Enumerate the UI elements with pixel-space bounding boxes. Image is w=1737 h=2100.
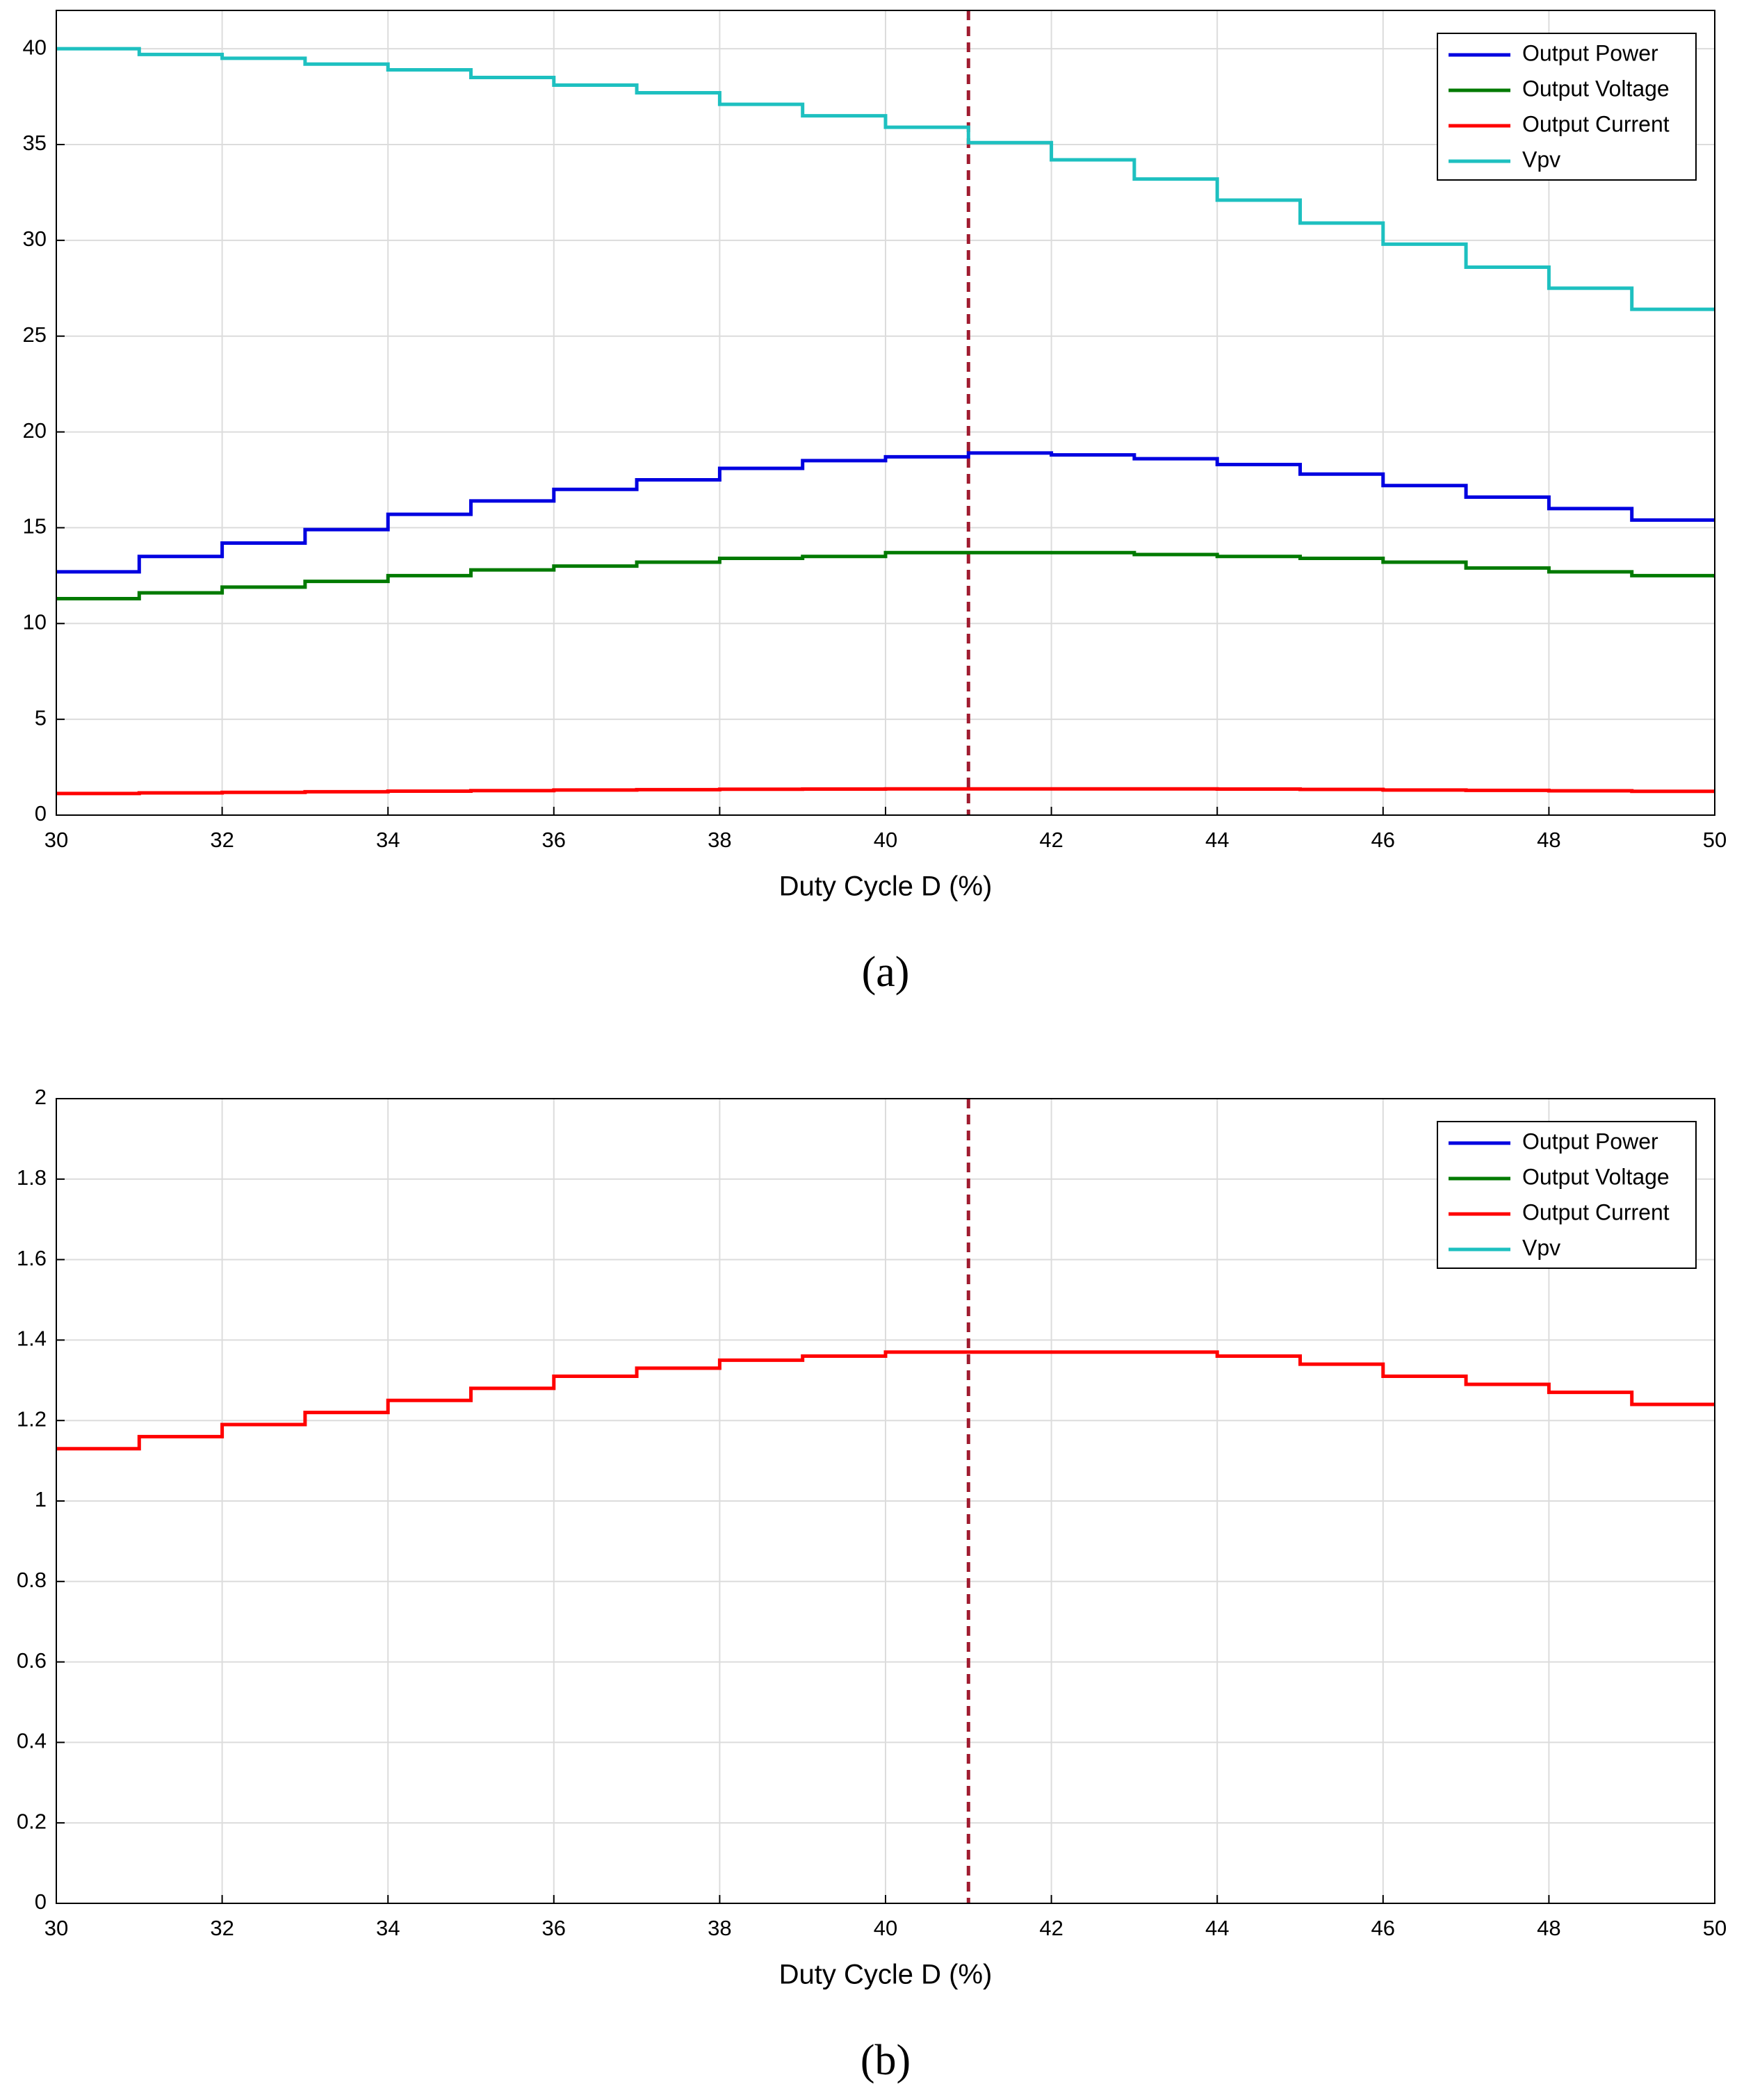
legend-box	[1437, 1121, 1697, 1269]
x-tick-label: 36	[542, 828, 566, 852]
series-line	[56, 550, 1715, 600]
legend-label: Vpv	[1522, 1235, 1560, 1260]
y-tick-label: 1.2	[17, 1406, 47, 1431]
y-tick-label: 40	[23, 35, 47, 59]
chart: 30 32 34 36 38 40 42 44 46 48 50 0 5 10 15 20 25 30 35 40 Du…	[23, 10, 1727, 996]
legend-box	[1437, 33, 1697, 181]
x-tick-label: 34	[376, 1916, 400, 1940]
y-tick-label: 1.8	[17, 1165, 47, 1190]
legend-label: Output Voltage	[1522, 76, 1670, 101]
series-line	[56, 451, 1715, 574]
x-tick-label: 44	[1205, 1916, 1229, 1940]
y-tick-label: 1	[35, 1487, 47, 1511]
y-tick-label: 10	[23, 609, 47, 634]
y-tick-label: 0	[35, 1889, 47, 1914]
y-tick-label: 0	[35, 801, 47, 826]
legend: Output Power Output Voltage Output Current…	[1437, 33, 1697, 181]
x-tick-label: 30	[44, 1916, 68, 1940]
legend-label: Output Voltage	[1522, 1164, 1670, 1189]
y-tick-label: 2	[35, 1085, 47, 1109]
x-tick-label: 40	[874, 1916, 897, 1940]
x-tick-label: 40	[874, 828, 897, 852]
y-tick-label: 30	[23, 227, 47, 251]
legend-label: Vpv	[1522, 147, 1560, 172]
series-line	[56, 47, 1715, 311]
y-tick-label: 0.6	[17, 1648, 47, 1673]
legend-label: Output Power	[1522, 1129, 1658, 1154]
y-tick-label: 0.8	[17, 1568, 47, 1592]
x-axis-label: Duty Cycle D (%)	[779, 1960, 993, 1990]
axes-box	[56, 1098, 1715, 1904]
x-tick-label: 46	[1371, 1916, 1395, 1940]
series-line	[56, 787, 1715, 796]
y-tick-label: 1.4	[17, 1327, 47, 1351]
x-tick-label: 42	[1039, 1916, 1063, 1940]
y-tick-label: 35	[23, 131, 47, 155]
y-tick-label: 0.4	[17, 1729, 47, 1753]
legend-label: Output Current	[1522, 111, 1670, 136]
x-tick-label: 30	[44, 828, 68, 852]
x-tick-label: 38	[708, 828, 731, 852]
legend-label: Output Power	[1522, 40, 1658, 65]
x-tick-label: 48	[1537, 1916, 1560, 1940]
series-line	[56, 1350, 1715, 1451]
y-tick-label: 25	[23, 322, 47, 347]
x-tick-label: 44	[1205, 828, 1229, 852]
y-tick-label: 15	[23, 514, 47, 539]
caption: (a)	[862, 949, 910, 996]
x-tick-label: 34	[376, 828, 400, 852]
x-tick-label: 50	[1703, 1916, 1727, 1940]
legend-label: Output Current	[1522, 1199, 1670, 1224]
y-tick-label: 20	[23, 418, 47, 443]
x-tick-label: 32	[210, 828, 234, 852]
x-tick-label: 36	[542, 1916, 566, 1940]
y-tick-label: 5	[35, 705, 47, 730]
y-tick-label: 1.6	[17, 1246, 47, 1270]
x-tick-label: 50	[1703, 828, 1727, 852]
x-axis-label: Duty Cycle D (%)	[779, 871, 993, 902]
x-tick-label: 42	[1039, 828, 1063, 852]
caption: (b)	[861, 2037, 911, 2084]
x-tick-label: 48	[1537, 828, 1560, 852]
x-tick-label: 38	[708, 1916, 731, 1940]
y-tick-label: 0.2	[17, 1809, 47, 1833]
legend: Output Power Output Voltage Output Current…	[1437, 1121, 1697, 1269]
axes-box	[56, 10, 1715, 816]
x-tick-label: 46	[1371, 828, 1395, 852]
chart: 30 32 34 36 38 40 42 44 46 48 50 0 0.2 0.4 0.6 0.8 1 1.2 1…	[17, 1085, 1727, 2084]
x-tick-label: 32	[210, 1916, 234, 1940]
